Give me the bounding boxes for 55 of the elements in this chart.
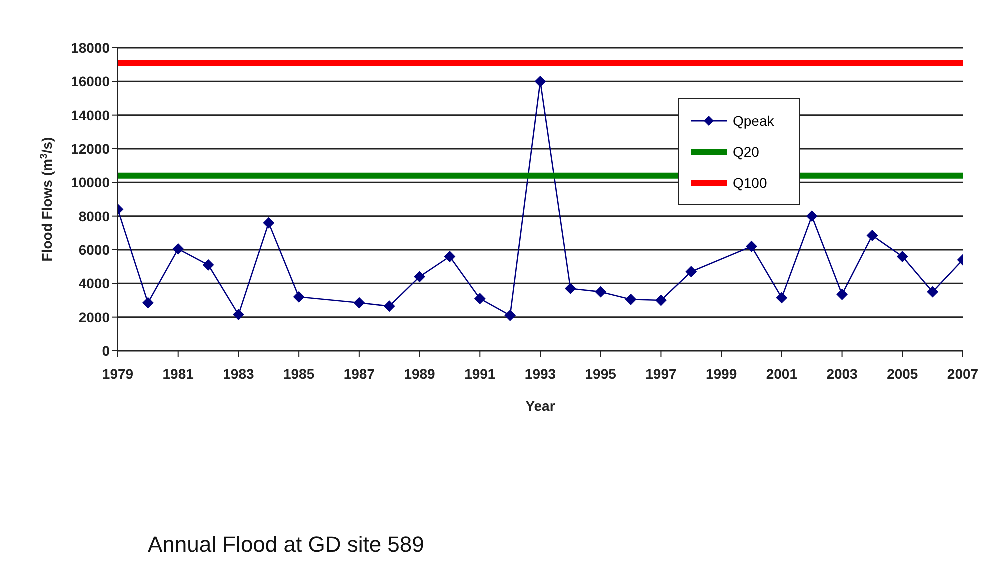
y-tick-label: 12000 (71, 140, 110, 157)
point (233, 309, 244, 320)
point (142, 298, 154, 309)
y-tick-label: 2000 (78, 309, 110, 326)
y-tick-label: 0 (102, 342, 110, 359)
x-tick-label: 1989 (404, 366, 436, 382)
point (806, 210, 818, 222)
point (263, 218, 274, 229)
point (866, 230, 878, 242)
point (927, 286, 938, 298)
x-tick-label: 1981 (162, 366, 194, 382)
x-axis-title: Year (526, 398, 556, 414)
point (656, 295, 667, 306)
x-tick-label: 1979 (102, 366, 134, 382)
y-tick-label: 16000 (71, 74, 110, 90)
point (897, 251, 908, 262)
point (414, 271, 426, 282)
x-tick-label: 1997 (646, 366, 677, 382)
y-tick-label: 14000 (71, 107, 110, 124)
point (776, 292, 788, 304)
legend-label: Q100 (733, 174, 768, 190)
x-tick-label: 1983 (223, 366, 254, 382)
point (686, 266, 697, 278)
x-tick-label: 2003 (826, 366, 858, 382)
y-tick-label: 18000 (71, 40, 110, 56)
point (384, 300, 396, 312)
y-tick-label: 6000 (78, 242, 110, 258)
point (294, 292, 305, 303)
x-tick-label: 1993 (524, 366, 556, 382)
x-tick-label: 1999 (706, 366, 738, 382)
text: Annual Flood at GD site 589 (148, 532, 424, 558)
x-tick-label: 1985 (283, 366, 315, 382)
x-tick-label: 2007 (947, 366, 979, 382)
x-tick-label: 1995 (585, 366, 617, 382)
point (203, 260, 214, 271)
point (746, 241, 758, 252)
point (626, 294, 637, 306)
point (504, 310, 516, 322)
x-tick-label: 1991 (464, 366, 496, 382)
point (474, 293, 486, 304)
legend-label: Q20 (733, 144, 760, 160)
x-tick-label: 2005 (887, 366, 918, 382)
point (595, 286, 606, 298)
y-tick-label: 4000 (78, 276, 110, 292)
y-tick-label: 8000 (78, 208, 110, 224)
y-tick-label: 10000 (71, 174, 110, 191)
point (836, 289, 848, 300)
x-tick-label: 2001 (766, 366, 798, 382)
point (444, 251, 456, 262)
x-tick-label: 1987 (344, 366, 376, 382)
point (565, 283, 576, 294)
legend-label: Qpeak (733, 112, 774, 128)
point (172, 244, 184, 255)
point (354, 298, 365, 309)
point (535, 76, 546, 88)
